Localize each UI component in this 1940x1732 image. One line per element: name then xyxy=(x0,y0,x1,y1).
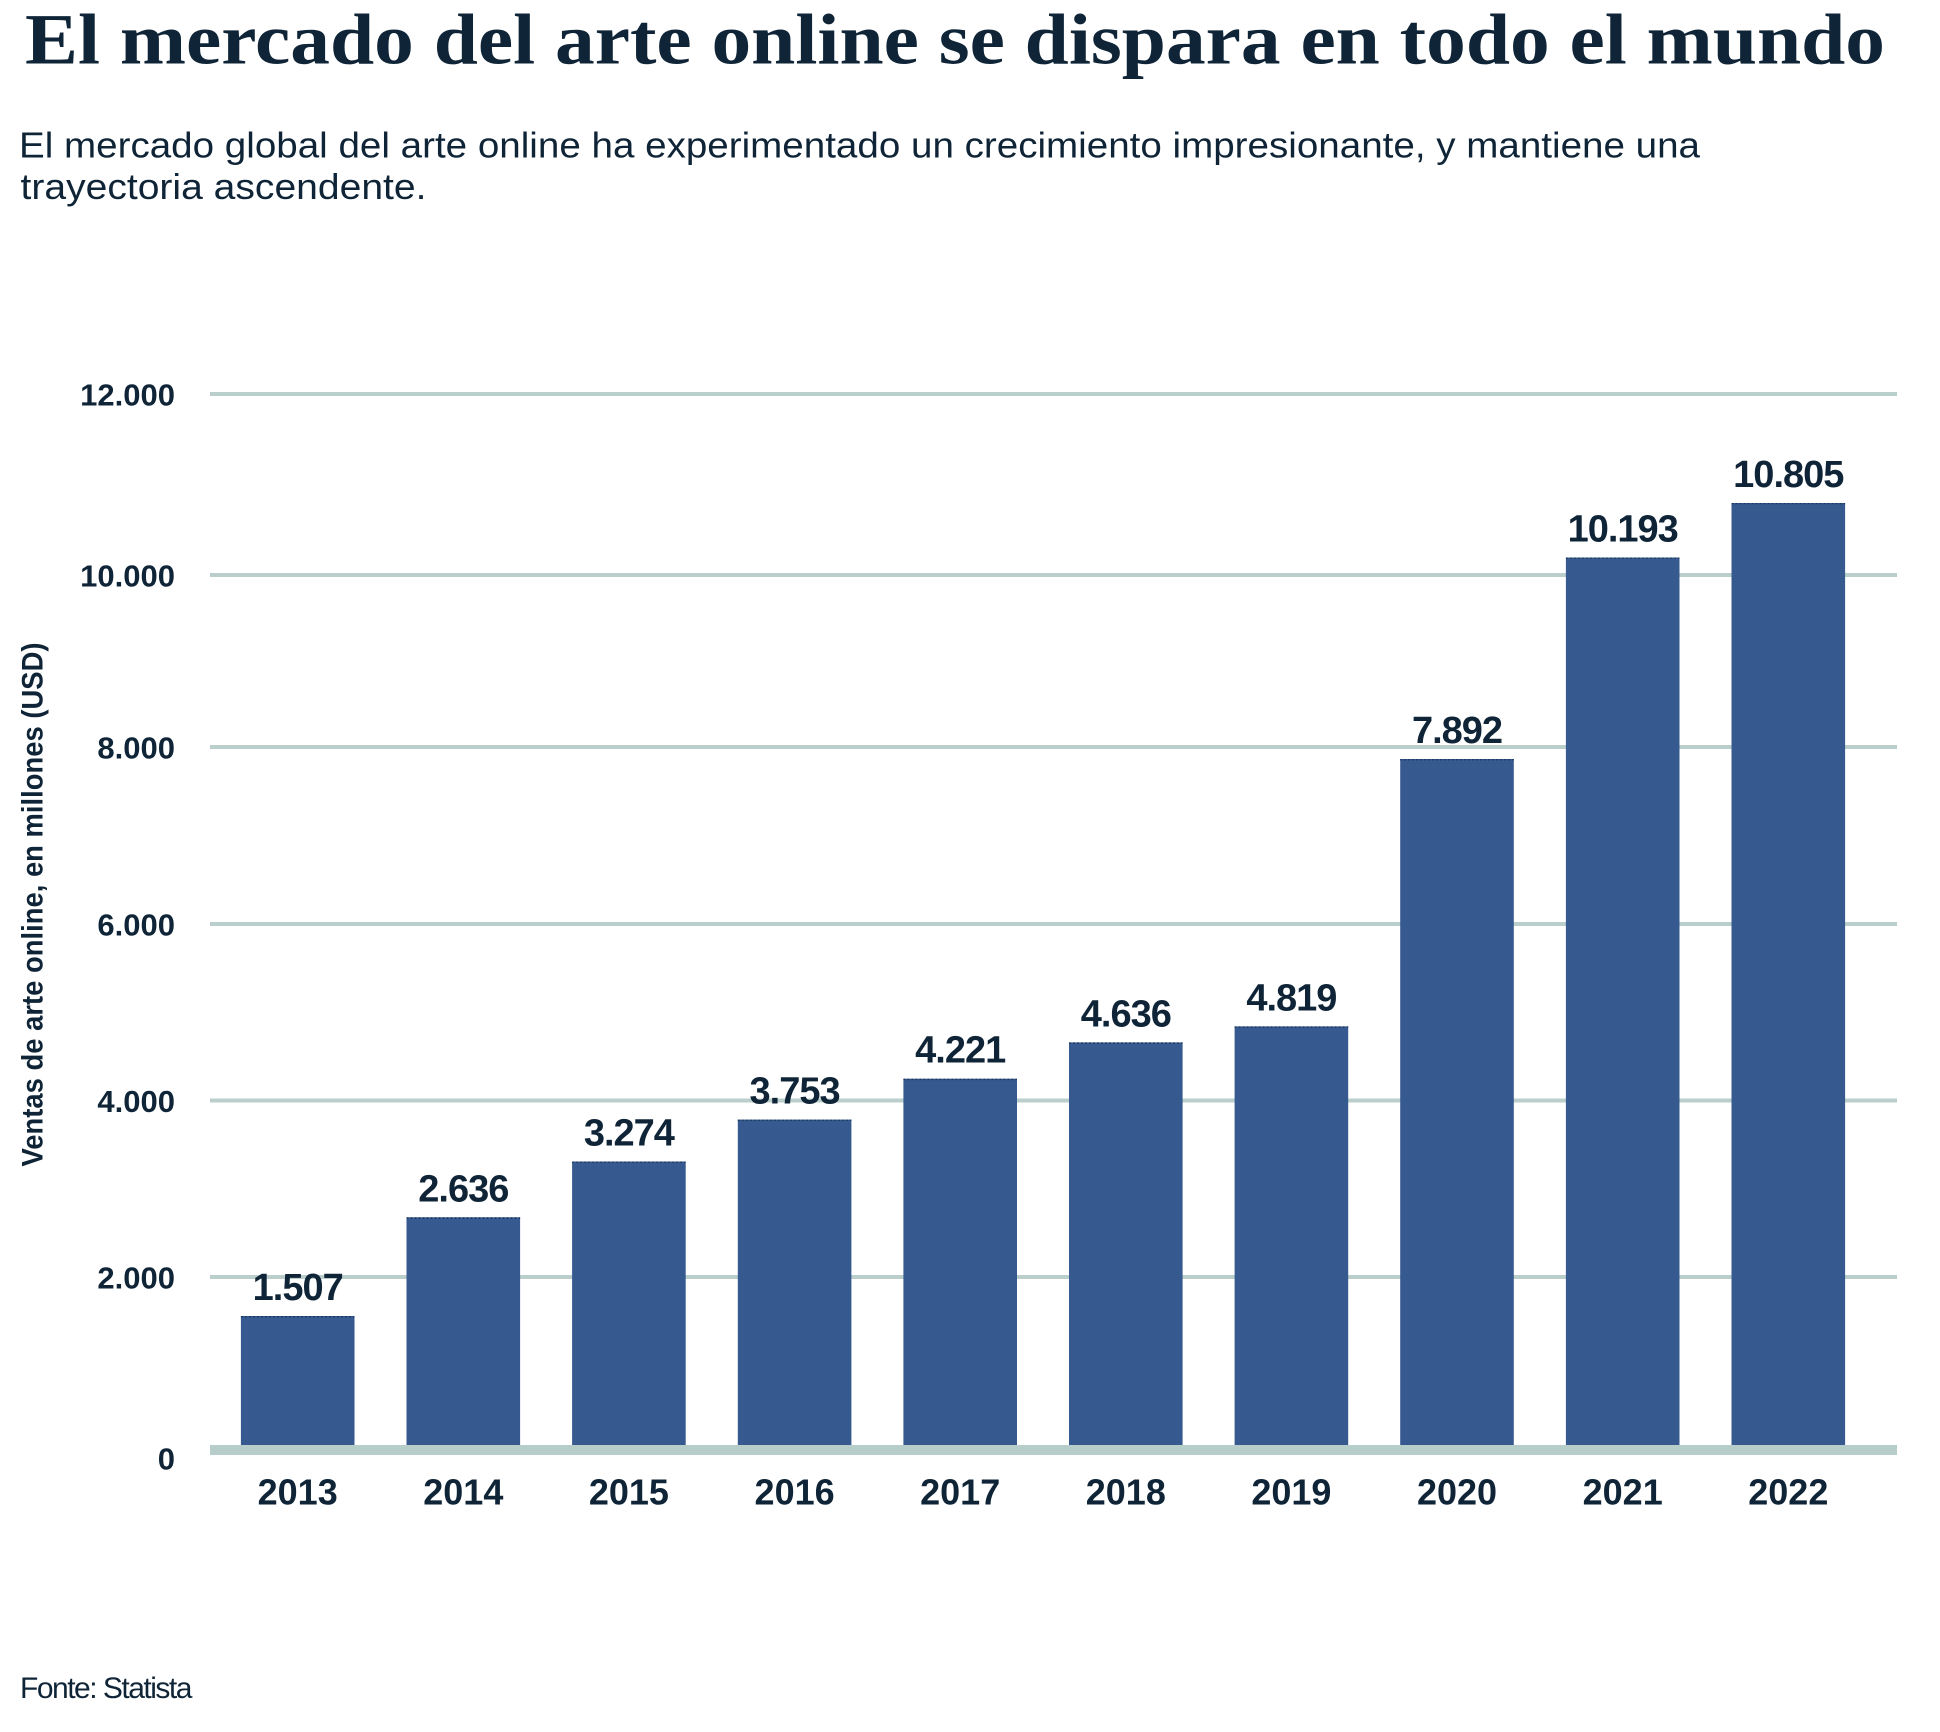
svg-text:2014: 2014 xyxy=(423,1471,503,1512)
svg-text:1.507: 1.507 xyxy=(253,1267,343,1309)
svg-text:7.892: 7.892 xyxy=(1412,710,1502,752)
svg-text:2021: 2021 xyxy=(1583,1471,1663,1512)
svg-text:3.753: 3.753 xyxy=(750,1071,840,1113)
svg-text:6.000: 6.000 xyxy=(97,907,175,942)
svg-text:2019: 2019 xyxy=(1251,1471,1331,1512)
svg-text:0: 0 xyxy=(158,1441,175,1476)
svg-text:El mercado global del arte onl: El mercado global del arte online ha exp… xyxy=(19,125,1701,166)
svg-text:Ventas de arte online, en mill: Ventas de arte online, en millones (USD) xyxy=(17,643,50,1167)
svg-text:4.221: 4.221 xyxy=(915,1030,1006,1072)
svg-text:2018: 2018 xyxy=(1086,1471,1166,1512)
svg-text:2.636: 2.636 xyxy=(418,1168,508,1210)
svg-text:El mercado del arte online se: El mercado del arte online se dispara en… xyxy=(25,0,1885,80)
svg-text:10.805: 10.805 xyxy=(1733,454,1844,496)
svg-text:3.274: 3.274 xyxy=(584,1113,675,1155)
svg-text:2017: 2017 xyxy=(920,1471,1000,1512)
svg-text:2020: 2020 xyxy=(1417,1471,1497,1512)
svg-text:4.636: 4.636 xyxy=(1081,993,1171,1035)
svg-text:2022: 2022 xyxy=(1748,1471,1828,1512)
svg-text:8.000: 8.000 xyxy=(97,730,175,765)
svg-text:12.000: 12.000 xyxy=(80,377,175,412)
svg-text:4.000: 4.000 xyxy=(97,1084,175,1119)
svg-text:trayectoria ascendente.: trayectoria ascendente. xyxy=(21,166,427,207)
svg-text:2013: 2013 xyxy=(258,1471,338,1512)
svg-text:Fonte: Statista: Fonte: Statista xyxy=(20,1672,193,1705)
svg-text:10.193: 10.193 xyxy=(1568,509,1678,551)
svg-text:2.000: 2.000 xyxy=(97,1260,175,1295)
svg-text:2015: 2015 xyxy=(589,1471,669,1512)
svg-text:4.819: 4.819 xyxy=(1246,977,1336,1019)
svg-text:10.000: 10.000 xyxy=(80,558,175,593)
svg-text:2016: 2016 xyxy=(755,1471,835,1512)
